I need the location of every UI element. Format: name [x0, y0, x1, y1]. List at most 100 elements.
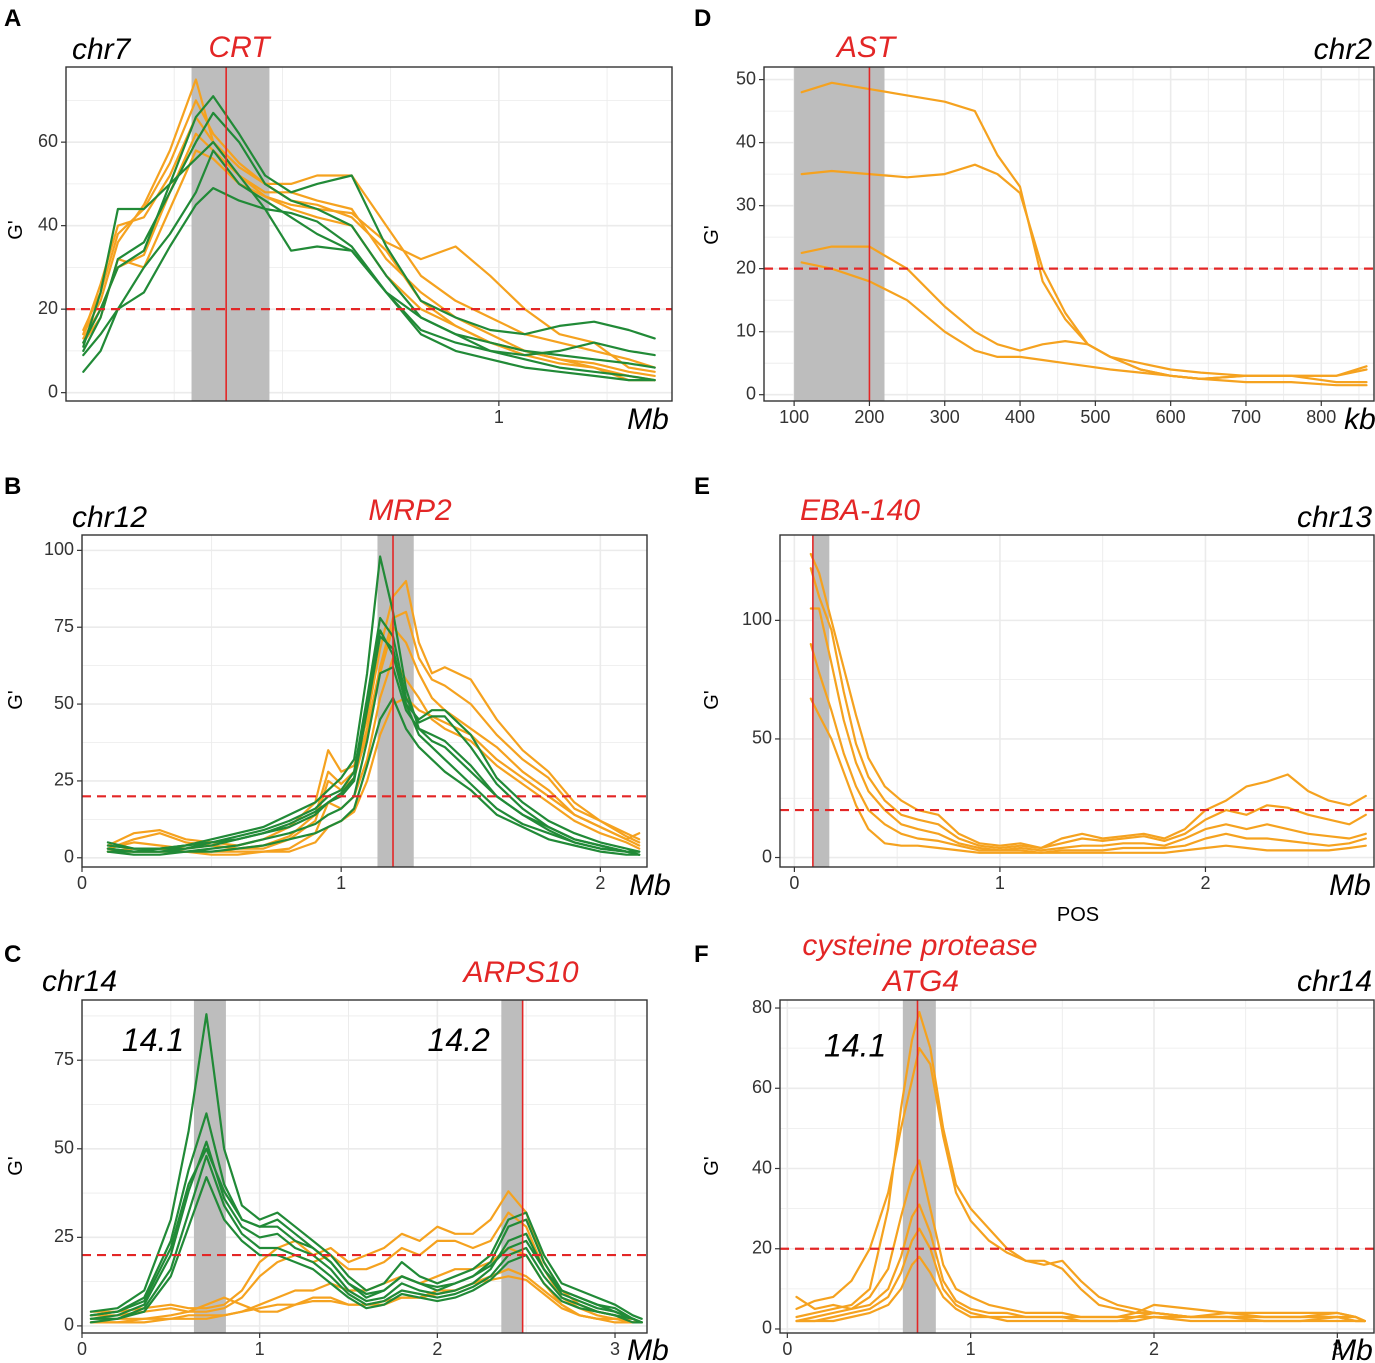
region-label: 14.2 [428, 1022, 490, 1058]
x-tick-label: 3 [1332, 1339, 1342, 1359]
panel-letter: D [694, 5, 711, 32]
unit-label: kb [1344, 403, 1375, 436]
series-line-green-4 [106, 666, 641, 856]
series-line-green-3 [82, 149, 656, 382]
gene-label: EBA-140 [800, 494, 920, 527]
panel-letter: F [694, 941, 709, 968]
y-tick-label: 80 [752, 997, 772, 1017]
x-tick-label: 800 [1306, 407, 1336, 427]
x-tick-label: 0 [789, 873, 799, 893]
y-axis-label: G' [5, 690, 27, 709]
plot-area [82, 1000, 647, 1333]
gene-label: ARPS10 [461, 956, 578, 989]
series-line-orange-1 [809, 552, 1367, 850]
chromosome-label: chr12 [72, 501, 147, 534]
region-label: 14.1 [824, 1028, 886, 1064]
x-tick-label: 300 [930, 407, 960, 427]
region-band [501, 1000, 523, 1333]
y-tick-label: 0 [746, 383, 756, 403]
plot-area [780, 535, 1374, 867]
panel-letter: E [694, 473, 710, 500]
x-tick-label: 0 [77, 1339, 87, 1359]
x-tick-label: 1 [336, 873, 346, 893]
y-tick-label: 40 [38, 214, 58, 234]
chromosome-label: chr2 [1314, 33, 1373, 66]
unit-label: Mb [627, 1334, 669, 1363]
series-line-green-5 [89, 1175, 643, 1324]
y-tick-label: 60 [752, 1077, 772, 1097]
gene-label: AST [835, 31, 898, 64]
gene-label: cysteine protease [802, 929, 1037, 962]
x-tick-label: 3 [610, 1339, 620, 1359]
y-axis-label: G' [5, 1156, 27, 1175]
region-band [812, 535, 830, 867]
chromosome-label: chr13 [1297, 501, 1372, 534]
x-tick-label: 400 [1005, 407, 1035, 427]
series-line-orange-5 [795, 1227, 1366, 1323]
chromosome-label: chr14 [1297, 965, 1372, 998]
y-tick-label: 50 [736, 68, 756, 88]
region-band [794, 67, 885, 401]
series-line-green-4 [89, 1154, 643, 1324]
y-axis-label: G' [5, 220, 27, 239]
plot-area [82, 535, 647, 867]
series-line-green-5 [82, 187, 656, 382]
series-line-green-4 [82, 141, 656, 357]
x-tick-label: 1 [966, 1339, 976, 1359]
unit-label: Mb [1329, 869, 1371, 902]
plot-border [779, 999, 1375, 1334]
x-tick-label: 600 [1156, 407, 1186, 427]
grid [82, 535, 647, 867]
gene-label: MRP2 [368, 494, 452, 527]
x-tick-label: 1 [995, 873, 1005, 893]
x-tick-label: 0 [782, 1339, 792, 1359]
series-line-orange-6 [795, 1255, 1366, 1323]
series-line-green-6 [106, 629, 641, 853]
region-label: 14.1 [122, 1022, 184, 1058]
series-line-green-5 [106, 696, 641, 856]
region-band [191, 67, 270, 401]
y-tick-label: 50 [54, 693, 74, 713]
panel-letter: B [4, 473, 21, 500]
series-line-orange-5 [809, 697, 1367, 854]
panel-letter: C [4, 941, 21, 968]
plot-background [780, 535, 1374, 867]
series-line-orange-4 [800, 261, 1368, 387]
plot-border [65, 66, 673, 402]
panel-letter: A [4, 5, 21, 32]
x-tick-label: 2 [1200, 873, 1210, 893]
y-tick-label: 20 [736, 257, 756, 277]
x-tick-label: 100 [779, 407, 809, 427]
series-line-orange-2 [809, 567, 1367, 850]
y-axis-label: G' [701, 1156, 723, 1175]
x-tick-label: 2 [1149, 1339, 1159, 1359]
x-tick-label: 2 [595, 873, 605, 893]
series-line-green-1 [89, 1013, 643, 1320]
y-tick-label: 50 [54, 1138, 74, 1158]
y-tick-label: 20 [752, 1237, 772, 1257]
y-tick-label: 30 [736, 194, 756, 214]
plot-background [82, 535, 647, 867]
y-tick-label: 10 [736, 320, 756, 340]
series-line-orange-5 [82, 115, 656, 382]
y-tick-label: 0 [64, 1315, 74, 1335]
plot-border [779, 534, 1375, 868]
y-tick-label: 25 [54, 1226, 74, 1246]
y-tick-label: 0 [48, 381, 58, 401]
series-line-green-2 [82, 111, 656, 369]
series-line-orange-5 [106, 696, 641, 856]
panel-d: 0 10 20 30 40 50 100 200 300 400 500 600 700 800 G' kb D… [694, 5, 1375, 436]
y-tick-label: 100 [742, 609, 772, 629]
series-line-orange-3 [809, 607, 1367, 852]
y-tick-label: 20 [38, 298, 58, 318]
plot-area [66, 67, 672, 401]
y-tick-label: 40 [736, 131, 756, 151]
series-line-orange-4 [82, 149, 656, 382]
x-tick-label: 700 [1231, 407, 1261, 427]
chromosome-label: chr7 [72, 33, 132, 66]
